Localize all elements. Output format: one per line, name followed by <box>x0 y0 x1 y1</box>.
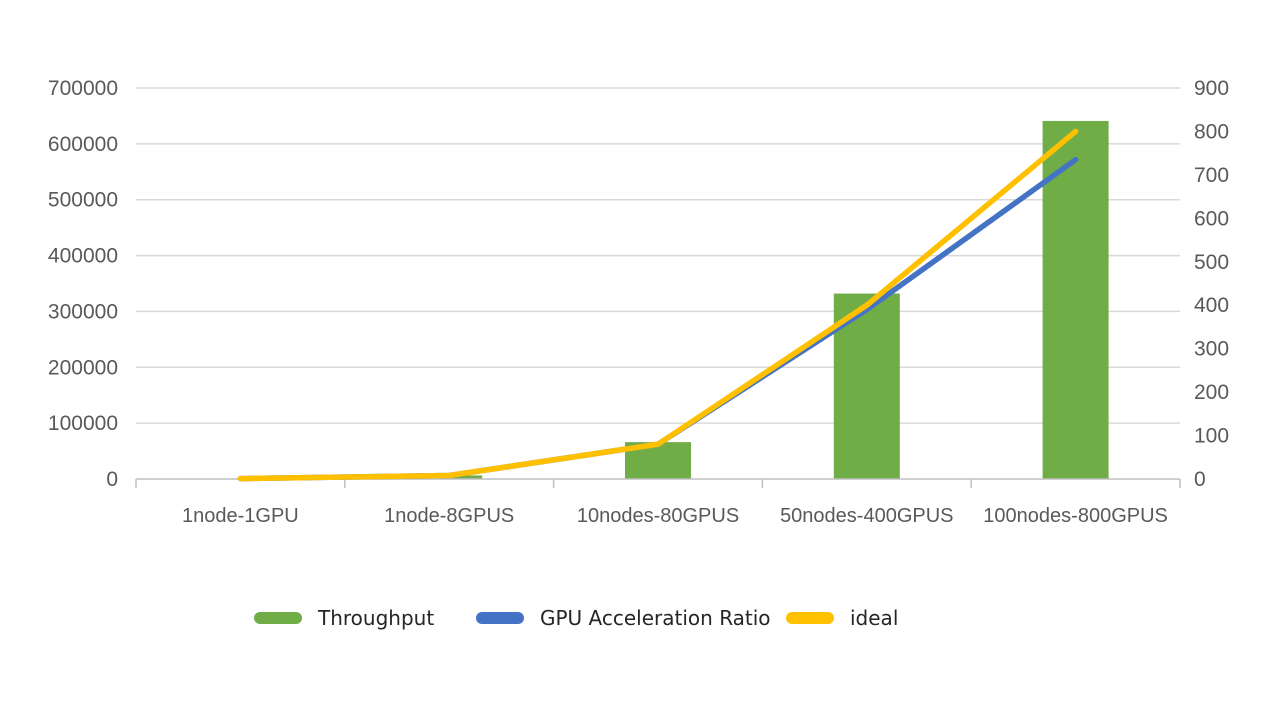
legend-swatch-gpu-acceleration-ratio <box>476 612 524 624</box>
legend-item-gpu-acceleration-ratio: GPU Acceleration Ratio <box>476 600 771 636</box>
right-axis-tick-label: 700 <box>1194 164 1229 187</box>
category-label: 100nodes-800GPUS <box>983 505 1168 527</box>
category-label: 1node-8GPUS <box>384 505 514 527</box>
right-axis-tick-label: 500 <box>1194 251 1229 274</box>
left-axis-tick-label: 300000 <box>48 300 118 323</box>
left-axis-tick-label: 100000 <box>48 412 118 435</box>
category-label: 10nodes-80GPUS <box>577 505 739 527</box>
right-axis-tick-label: 0 <box>1194 468 1206 491</box>
left-axis-tick-label: 400000 <box>48 245 118 268</box>
right-axis-tick-label: 100 <box>1194 425 1229 448</box>
right-axis-tick-label: 300 <box>1194 338 1229 361</box>
left-axis-tick-label: 500000 <box>48 189 118 212</box>
left-axis-tick-label: 600000 <box>48 133 118 156</box>
right-y-axis-ticks: 0 100 200 300 400 500 600 700 800 900 <box>1194 77 1229 491</box>
throughput-bars <box>207 120 1109 480</box>
right-axis-tick-label: 600 <box>1194 207 1229 230</box>
gridlines <box>136 87 1180 424</box>
x-axis-category-labels: 1node-1GPU 1node-8GPUS 10nodes-80GPUS 50nod… <box>182 505 1168 527</box>
legend-item-ideal: ideal <box>786 600 898 636</box>
right-axis-tick-label: 200 <box>1194 381 1229 404</box>
legend-label-throughput: Throughput <box>318 606 435 630</box>
legend-swatch-throughput <box>254 612 302 624</box>
legend-swatch-ideal <box>786 612 834 624</box>
left-axis-tick-label: 200000 <box>48 356 118 379</box>
legend: Throughput GPU Acceleration Ratio ideal <box>0 600 1280 636</box>
ideal-line <box>237 128 1079 482</box>
legend-item-throughput: Throughput <box>254 600 434 636</box>
right-axis-tick-label: 900 <box>1194 77 1229 100</box>
category-label: 50nodes-400GPUS <box>780 505 953 527</box>
right-axis-tick-label: 400 <box>1194 294 1229 317</box>
left-axis-tick-label: 700000 <box>48 77 118 100</box>
legend-label-ideal: ideal <box>850 606 899 630</box>
throughput-bar <box>1042 120 1109 479</box>
line-series <box>237 128 1079 482</box>
left-y-axis-ticks: 0 100000 200000 300000 400000 500000 600000 700… <box>48 77 118 491</box>
category-label: 1node-1GPU <box>182 505 299 527</box>
left-axis-tick-label: 0 <box>106 468 118 491</box>
gpu-acceleration-ratio-line <box>237 156 1079 482</box>
right-axis-tick-label: 800 <box>1194 120 1229 143</box>
legend-label-gpu-acceleration-ratio: GPU Acceleration Ratio <box>540 606 771 630</box>
